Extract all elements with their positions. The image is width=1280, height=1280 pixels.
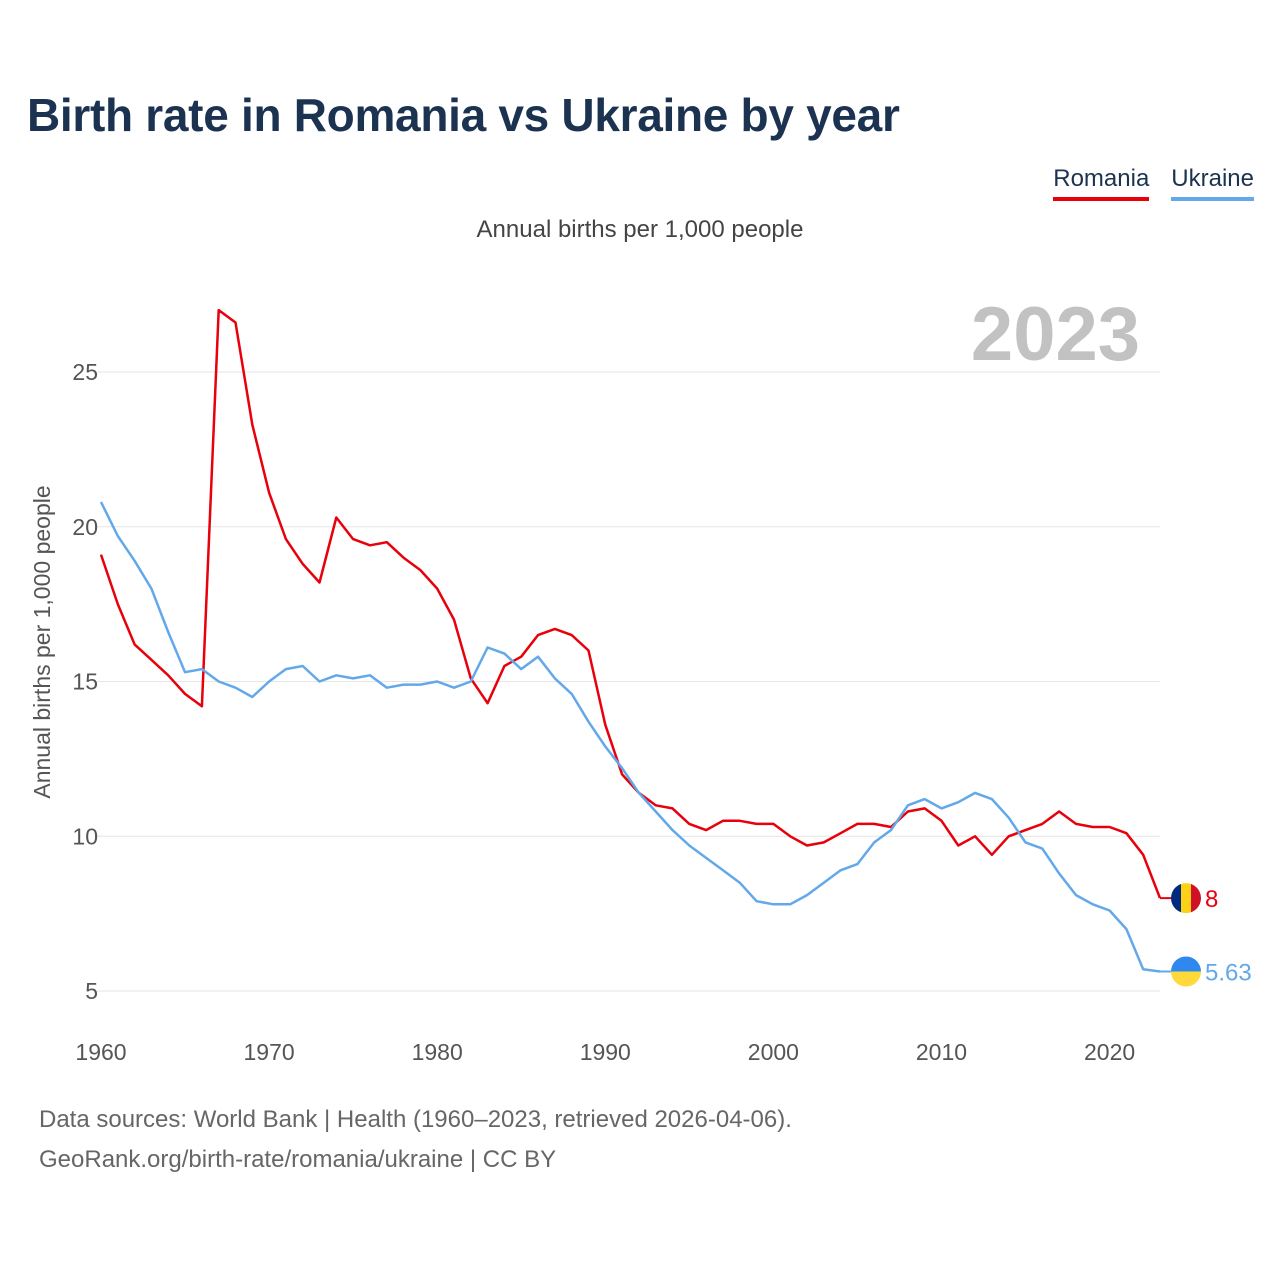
legend-item-ukraine[interactable]: Ukraine [1171,165,1254,201]
y-axis-label: Annual births per 1,000 people [29,485,55,798]
y-axis-ticks: 5 10 15 20 25 [72,359,98,1004]
endpoint-value-label: 5.63 [1205,960,1252,987]
y-tick-label: 25 [72,359,98,385]
ukraine-flag-icon [1171,956,1201,987]
x-tick-label: 1990 [580,1039,631,1065]
legend: Romania Ukraine [1053,165,1254,201]
x-axis-ticks: 1960 1970 1980 1990 2000 2010 2020 [75,1039,1135,1065]
endpoint-value-label: 8 [1205,886,1218,913]
year-watermark: 2023 [971,292,1140,377]
series-endpoints: 85.63 [1160,883,1252,987]
x-tick-label: 2020 [1084,1039,1135,1065]
data-sources: Data sources: World Bank | Health (1960–… [39,1106,792,1133]
series-line-ukraine[interactable] [99,501,1161,973]
x-tick-label: 1960 [75,1039,126,1065]
x-tick-label: 1980 [412,1039,463,1065]
series-line-romania[interactable] [99,308,1162,899]
series-lines [99,308,1162,973]
x-tick-label: 1970 [244,1039,295,1065]
legend-item-romania[interactable]: Romania [1053,165,1150,201]
y-tick-label: 15 [72,669,98,695]
y-tick-label: 20 [72,514,98,540]
x-tick-label: 2010 [916,1039,967,1065]
y-tick-label: 5 [85,978,98,1004]
credit-link[interactable]: GeoRank.org/birth-rate/romania/ukraine |… [39,1146,557,1173]
y-tick-label: 10 [72,823,98,849]
gridlines [97,371,1160,992]
romania-flag-icon [1171,883,1201,914]
chart-subtitle: Annual births per 1,000 people [476,216,804,243]
x-tick-label: 2000 [748,1039,799,1065]
page-title: Birth rate in Romania vs Ukraine by year [27,89,900,141]
